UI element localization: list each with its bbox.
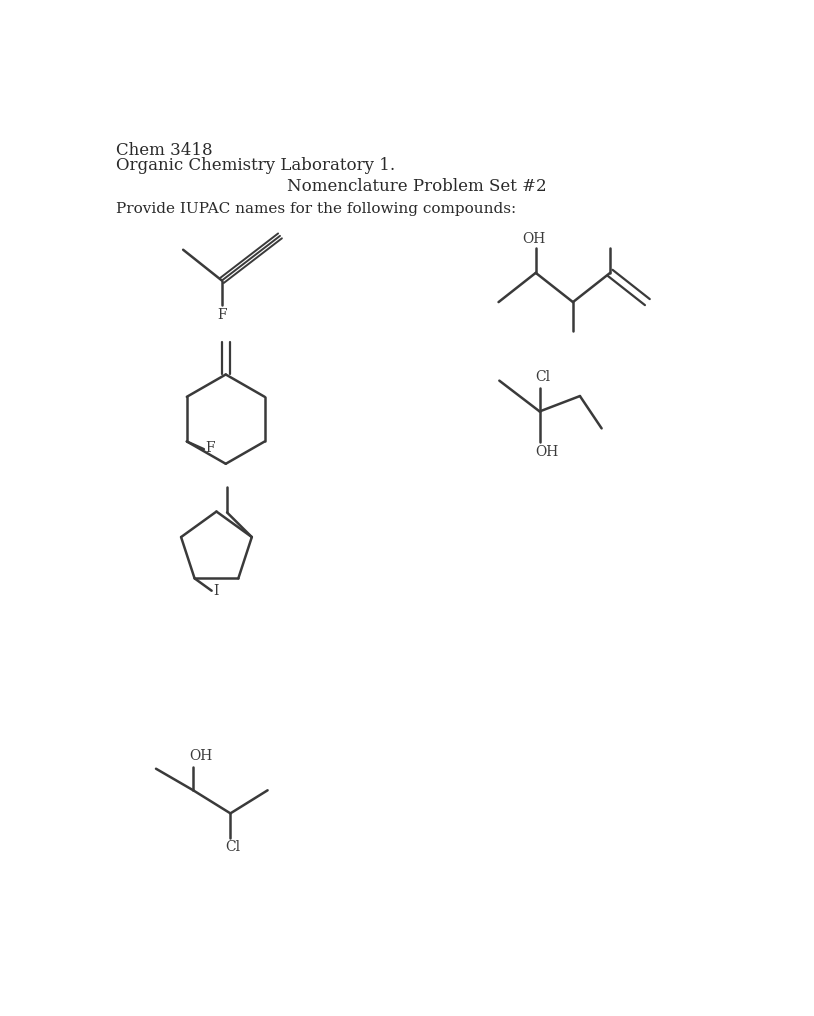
Text: Nomenclature Problem Set #2: Nomenclature Problem Set #2 [287, 178, 547, 195]
Text: OH: OH [523, 232, 546, 246]
Text: F: F [217, 308, 227, 322]
Text: I: I [213, 584, 219, 597]
Text: Cl: Cl [225, 840, 240, 854]
Text: OH: OH [536, 445, 559, 459]
Text: F: F [205, 441, 215, 454]
Text: Provide IUPAC names for the following compounds:: Provide IUPAC names for the following co… [116, 202, 516, 216]
Text: Cl: Cl [536, 371, 551, 384]
Text: Chem 3418: Chem 3418 [116, 142, 212, 158]
Text: Organic Chemistry Laboratory 1.: Organic Chemistry Laboratory 1. [116, 157, 395, 175]
Text: OH: OH [190, 750, 212, 763]
